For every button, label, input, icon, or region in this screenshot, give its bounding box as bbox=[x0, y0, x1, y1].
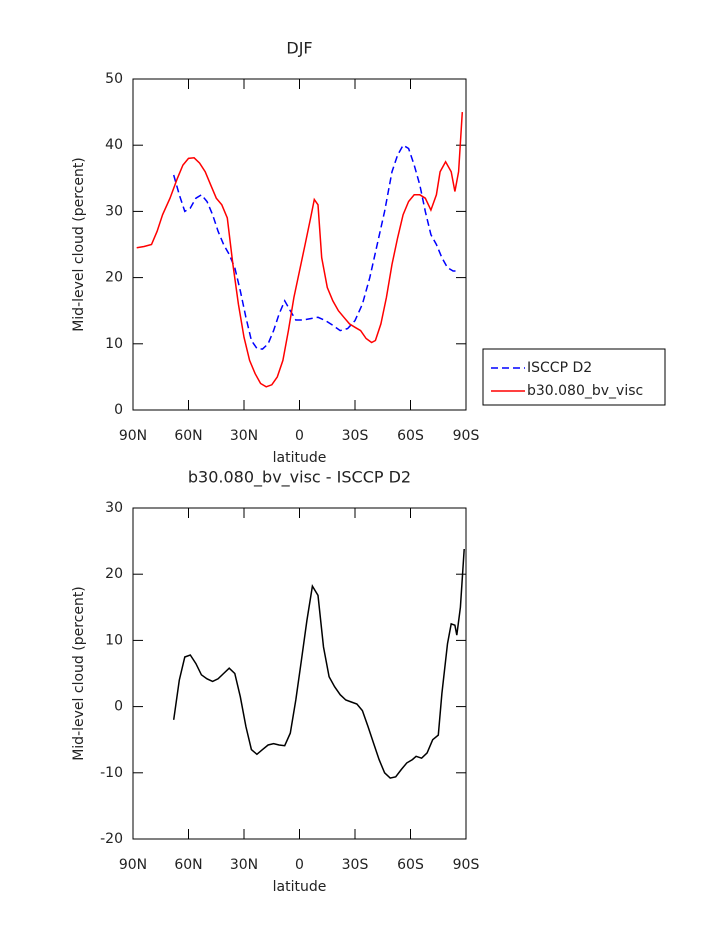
chart-title: b30.080_bv_visc - ISCCP D2 bbox=[188, 468, 411, 488]
x-tick-label: 30S bbox=[342, 428, 369, 444]
x-tick-label: 60S bbox=[397, 428, 424, 444]
data-line bbox=[136, 112, 464, 388]
x-tick-label: 30N bbox=[230, 428, 258, 444]
y-tick-label: -20 bbox=[100, 831, 123, 847]
x-tick-label: 0 bbox=[295, 857, 304, 873]
y-tick-label: 0 bbox=[114, 699, 123, 715]
data-line bbox=[172, 548, 465, 779]
y-tick-label: 10 bbox=[105, 632, 123, 648]
y-tick-label: 10 bbox=[105, 336, 123, 352]
x-tick-label: 90S bbox=[453, 428, 480, 444]
x-tick-label: 60S bbox=[397, 857, 424, 873]
y-tick-label: 20 bbox=[105, 270, 123, 286]
data-line bbox=[172, 144, 459, 350]
x-tick-label: 90N bbox=[119, 857, 147, 873]
y-tick-label: 20 bbox=[105, 566, 123, 582]
legend-box bbox=[482, 348, 666, 406]
y-tick-label: 30 bbox=[105, 203, 123, 219]
y-tick-label: 0 bbox=[114, 402, 123, 418]
x-tick-label: 90N bbox=[119, 428, 147, 444]
y-tick-label: 50 bbox=[105, 71, 123, 87]
legend-label: ISCCP D2 bbox=[527, 360, 592, 376]
y-tick-label: 30 bbox=[105, 500, 123, 516]
x-tick-label: 60N bbox=[174, 428, 202, 444]
y-tick-label: -10 bbox=[100, 765, 123, 781]
x-axis-label: latitude bbox=[273, 450, 327, 466]
y-axis-label: Mid-level cloud (percent) bbox=[71, 586, 87, 761]
x-tick-label: 0 bbox=[295, 428, 304, 444]
x-tick-label: 30S bbox=[342, 857, 369, 873]
x-tick-label: 60N bbox=[174, 857, 202, 873]
plot-frame bbox=[132, 78, 467, 411]
x-tick-label: 90S bbox=[453, 857, 480, 873]
x-tick-label: 30N bbox=[230, 857, 258, 873]
y-tick-label: 40 bbox=[105, 137, 123, 153]
x-axis-label: latitude bbox=[273, 879, 327, 895]
chart-title: DJF bbox=[286, 39, 312, 58]
y-axis-label: Mid-level cloud (percent) bbox=[71, 157, 87, 332]
legend-label: b30.080_bv_visc bbox=[527, 383, 643, 399]
